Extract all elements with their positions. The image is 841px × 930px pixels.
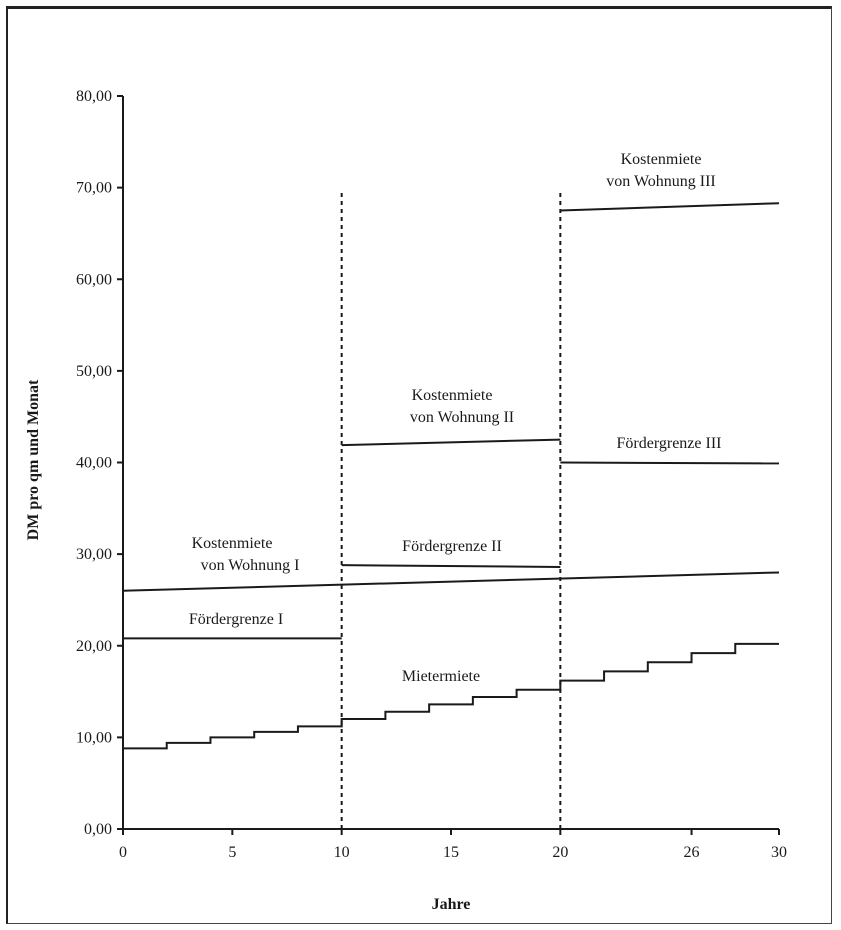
label-kostenmiete-1-line2: von Wohnung I — [201, 557, 300, 574]
x-tick-label: 30 — [771, 844, 787, 861]
label-foerdergrenze-3: Fördergrenze III — [617, 435, 722, 452]
series-kostenmiete-von-wohnung-iii — [560, 202, 780, 212]
y-tick-label: 30,00 — [76, 546, 112, 563]
label-foerdergrenze-2: Fördergrenze II — [402, 538, 502, 555]
y-tick-label: 60,00 — [76, 271, 112, 288]
x-tick-label: 5 — [228, 844, 236, 861]
y-tick-label: 50,00 — [76, 363, 112, 380]
y-tick-label: 40,00 — [76, 455, 112, 472]
x-tick-label: 0 — [119, 844, 127, 861]
axes: 0,00 10,00 20,00 30,00 40,00 50,00 60,00 70,00 8… — [76, 88, 787, 861]
series-foerdergrenze-iii — [560, 461, 780, 465]
y-axis-title: DM pro qm und Monat — [25, 379, 42, 540]
series-kostenmiete-von-wohnung-ii — [341, 438, 561, 447]
label-kostenmiete-3-line2: von Wohnung III — [606, 173, 716, 190]
series-foerdergrenze-ii — [341, 564, 561, 568]
label-kostenmiete-1-line1: Kostenmiete — [192, 535, 273, 552]
label-foerdergrenze-1: Fördergrenze I — [189, 611, 283, 628]
series-mietermiete — [123, 642, 779, 750]
y-tick-label: 70,00 — [76, 180, 112, 197]
label-kostenmiete-2-line1: Kostenmiete — [412, 387, 493, 404]
y-tick-label: 80,00 — [76, 88, 112, 105]
x-tick-label: 15 — [443, 844, 459, 861]
x-tick-label: 20 — [552, 844, 568, 861]
vertical-markers — [340, 192, 562, 829]
y-tick-label: 20,00 — [76, 638, 112, 655]
y-tick-label: 0,00 — [84, 821, 112, 838]
x-tick-label: 26 — [684, 844, 700, 861]
series-lines — [122, 202, 780, 750]
label-mietermiete: Mietermiete — [402, 668, 480, 685]
x-tick-label: 10 — [334, 844, 350, 861]
label-kostenmiete-2-line2: von Wohnung II — [410, 409, 514, 426]
label-kostenmiete-3-line1: Kostenmiete — [621, 151, 702, 168]
y-tick-label: 10,00 — [76, 729, 112, 746]
chart-frame — [6, 6, 832, 924]
x-axis-title: Jahre — [432, 896, 471, 913]
series-kostenmiete-von-wohnung-i — [122, 571, 780, 592]
